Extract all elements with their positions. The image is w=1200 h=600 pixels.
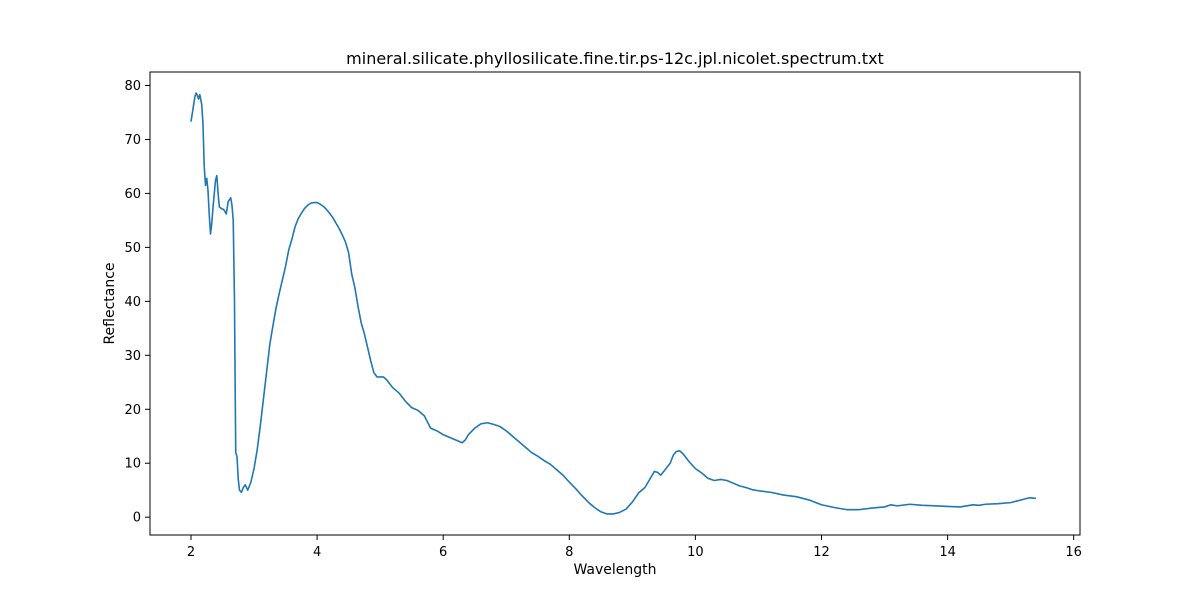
x-tick-label: 14	[939, 545, 956, 560]
y-axis-label: Reflectance	[102, 262, 118, 344]
y-tick-label: 0	[133, 511, 141, 526]
y-axis-ticks: 0 10 20 30 40 50 60 70 80	[124, 79, 150, 526]
chart-title: mineral.silicate.phyllosilicate.fine.tir…	[346, 49, 884, 68]
x-tick-label: 4	[313, 545, 321, 560]
y-tick-label: 40	[124, 295, 141, 310]
y-tick-label: 50	[124, 241, 141, 256]
x-tick-label: 8	[565, 545, 573, 560]
x-axis-label: Wavelength	[573, 562, 656, 578]
y-tick-label: 20	[124, 403, 141, 418]
y-tick-label: 80	[124, 79, 141, 94]
x-tick-label: 10	[687, 545, 704, 560]
y-tick-label: 10	[124, 457, 141, 472]
y-tick-label: 70	[124, 133, 141, 148]
x-axis-ticks: 2 4 6 8 10 12 14 16	[187, 535, 1082, 560]
x-tick-label: 2	[187, 545, 195, 560]
axes-frame	[149, 71, 1081, 536]
x-tick-label: 12	[813, 545, 830, 560]
series-line-reflectance	[190, 92, 1036, 515]
x-tick-label: 16	[1065, 545, 1082, 560]
y-tick-label: 60	[124, 187, 141, 202]
y-tick-label: 30	[124, 349, 141, 364]
x-tick-label: 6	[439, 545, 447, 560]
